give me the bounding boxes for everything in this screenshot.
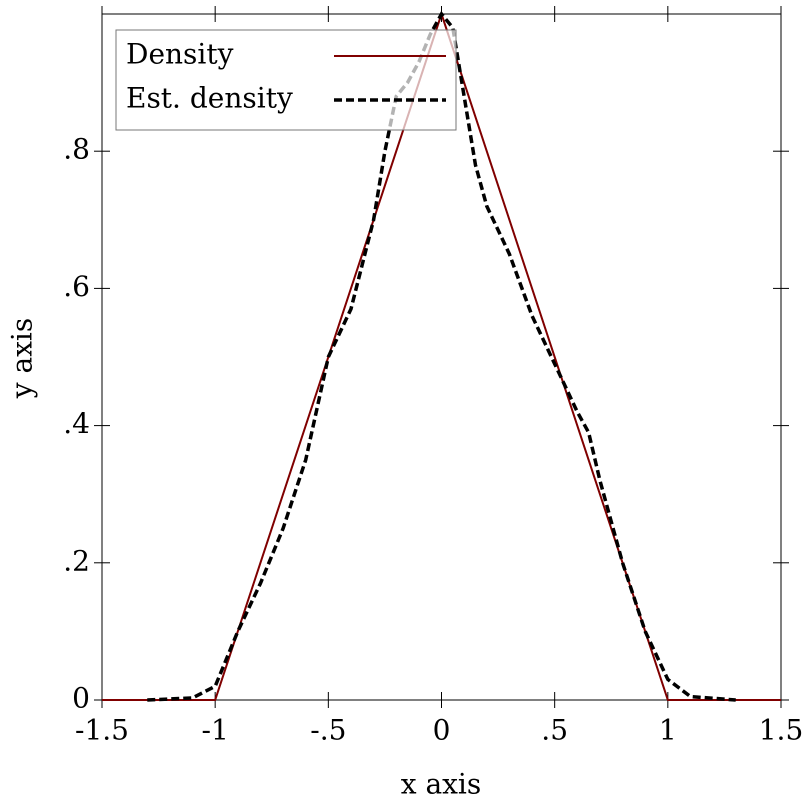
x-tick-label: -1.5: [75, 714, 129, 747]
x-tick-label: 0: [433, 714, 451, 747]
y-tick-label: .6: [63, 270, 90, 303]
y-tick-label: .8: [63, 133, 90, 166]
x-axis-label: x axis: [401, 768, 482, 801]
x-tick-label: .5: [541, 714, 568, 747]
y-tick-label: .4: [63, 407, 90, 440]
legend-label: Est. density: [126, 82, 293, 115]
x-tick-label: -1: [202, 714, 229, 747]
x-tick-label: 1.5: [759, 714, 804, 747]
y-tick-label: .2: [63, 544, 90, 577]
x-tick-label: 1: [659, 714, 677, 747]
x-tick-label: -.5: [310, 714, 346, 747]
y-axis-label: y axis: [6, 318, 39, 400]
y-tick-label: 0: [72, 682, 90, 715]
series-line: [147, 10, 736, 702]
legend-label: Density: [126, 38, 234, 71]
legend-box: [115, 29, 457, 131]
